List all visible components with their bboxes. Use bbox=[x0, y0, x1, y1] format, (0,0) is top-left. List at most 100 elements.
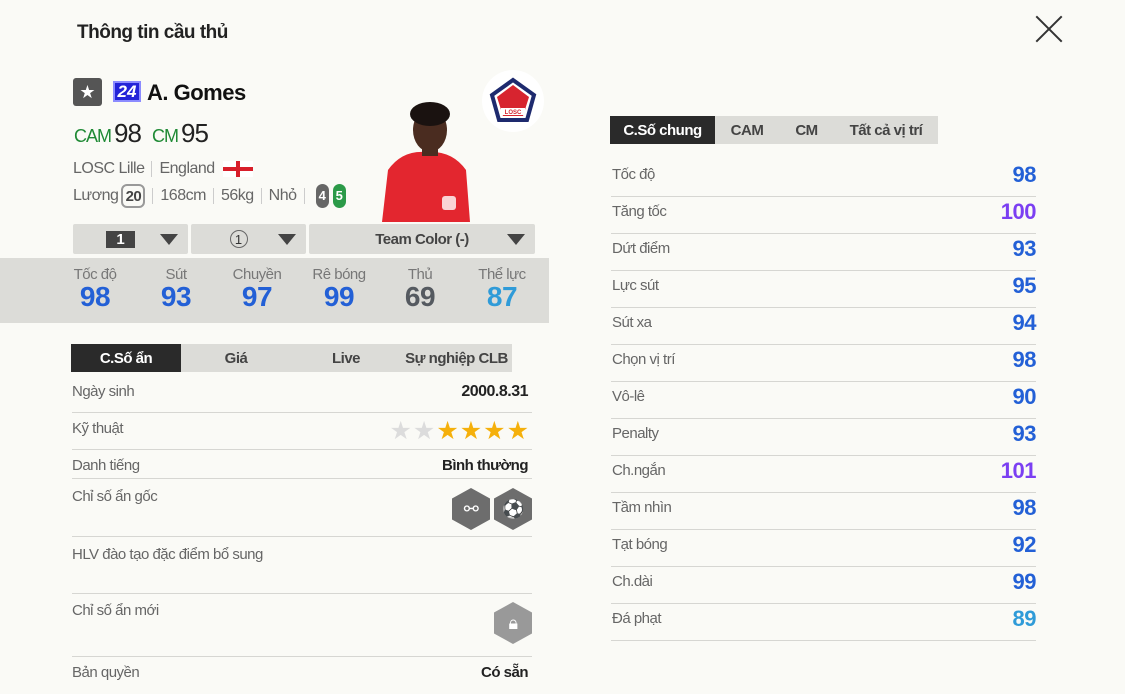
club-logo: LOSC bbox=[482, 70, 544, 132]
attribute-value: 98 bbox=[1012, 495, 1037, 520]
attribute-label: Tạt bóng bbox=[612, 536, 668, 553]
attribute-label: Tầm nhìn bbox=[612, 499, 672, 516]
attribute-row: Penalty 93 bbox=[611, 419, 1037, 456]
player-portrait bbox=[382, 102, 470, 222]
skill-row: Kỹ thuật ★★★★★★ bbox=[72, 417, 532, 450]
left-tabs: C.Số ẩn Giá Live Sự nghiệp CLB bbox=[71, 344, 512, 372]
tab[interactable]: CAM bbox=[730, 121, 764, 139]
star-empty-icon: ★ bbox=[412, 417, 437, 445]
salary-label: Lương bbox=[73, 187, 119, 204]
traits-label: Chỉ số ẩn gốc bbox=[72, 488, 158, 505]
attribute-label: Penalty bbox=[612, 425, 659, 442]
summary-stat: Rê bóng 99 bbox=[299, 266, 379, 313]
summary-stat-label: Chuyền bbox=[232, 266, 282, 283]
birth-row: Ngày sinh 2000.8.31 bbox=[72, 383, 532, 413]
chevron-down-icon bbox=[160, 234, 178, 245]
tab[interactable]: C.Số ẩn bbox=[71, 344, 181, 372]
level-dropdown[interactable]: 1 bbox=[191, 224, 306, 254]
summary-stat-value: 93 bbox=[160, 281, 192, 312]
attribute-value: 90 bbox=[1012, 384, 1037, 409]
attribute-row: Tạt bóng 92 bbox=[611, 530, 1037, 567]
attribute-value: 100 bbox=[1000, 199, 1037, 224]
svg-text:LOSC: LOSC bbox=[505, 110, 522, 116]
lock-icon[interactable]: 🔒︎ bbox=[494, 602, 532, 644]
license-row: Bản quyền Có sẵn bbox=[72, 664, 532, 694]
attribute-row: Lực sút 95 bbox=[611, 271, 1037, 308]
weak-foot-icon: 4 bbox=[315, 184, 329, 208]
attribute-label: Tăng tốc bbox=[612, 203, 667, 220]
attribute-label: Lực sút bbox=[612, 277, 659, 294]
summary-stat-label: Thể lực bbox=[478, 266, 526, 283]
right-tabs: C.Số chung CAM CM Tất cả vị trí bbox=[610, 116, 938, 144]
attribute-row: Ch.ngắn 101 bbox=[611, 456, 1037, 493]
close-icon[interactable] bbox=[1034, 14, 1064, 44]
skill-stars: ★★★★★★ bbox=[389, 416, 530, 446]
tab[interactable]: Live bbox=[331, 349, 361, 367]
page-title: Thông tin cầu thủ bbox=[77, 22, 228, 43]
attribute-row: Sút xa 94 bbox=[611, 308, 1037, 345]
traits-row: Chỉ số ẩn gốc ⚯ ⚽ bbox=[72, 488, 532, 537]
attribute-row: Tầm nhìn 98 bbox=[611, 493, 1037, 530]
upgrade-level-value: 1 bbox=[106, 230, 135, 248]
summary-stat-value: 97 bbox=[241, 281, 273, 312]
summary-stat-label: Tốc độ bbox=[73, 266, 117, 283]
position-label: CM bbox=[152, 126, 179, 146]
season-badge: 24 bbox=[113, 81, 141, 102]
star-filled-icon: ★ bbox=[436, 417, 460, 445]
attribute-value: 95 bbox=[1012, 273, 1037, 298]
level-value: 1 bbox=[229, 230, 248, 248]
summary-stat: Thủ 69 bbox=[380, 266, 460, 313]
summary-stat: Sút 93 bbox=[136, 266, 216, 313]
attribute-label: Dứt điểm bbox=[612, 240, 670, 257]
dribbler-trait-icon[interactable]: ⚯ bbox=[452, 488, 490, 530]
birth-value: 2000.8.31 bbox=[461, 383, 528, 400]
attribute-row: Đá phạt 89 bbox=[611, 604, 1037, 641]
weight: 56kg bbox=[220, 187, 254, 204]
new-traits-label: Chỉ số ẩn mới bbox=[72, 602, 159, 619]
position-ovr: 95 bbox=[181, 118, 209, 148]
chevron-down-icon bbox=[278, 234, 296, 245]
physical-line: Lương 20 168cm 56kg Nhỏ 4 5 bbox=[73, 184, 346, 208]
summary-stat-value: 69 bbox=[404, 281, 436, 312]
team-color-dropdown[interactable]: Team Color (-) bbox=[309, 224, 535, 254]
attribute-value: 101 bbox=[1000, 458, 1037, 483]
attribute-row: Vô-lê 90 bbox=[611, 382, 1037, 419]
attribute-value: 98 bbox=[1012, 347, 1037, 372]
tab[interactable]: Giá bbox=[224, 349, 248, 367]
tab[interactable]: Tất cả vị trí bbox=[849, 121, 923, 139]
position-rating-cm: CM 95 bbox=[152, 118, 209, 149]
summary-stat-label: Thủ bbox=[407, 266, 433, 283]
height: 168cm bbox=[160, 187, 206, 204]
team-color-value: Team Color (-) bbox=[375, 230, 469, 248]
coach-row: HLV đào tạo đặc điểm bổ sung bbox=[72, 546, 532, 594]
attribute-label: Ch.ngắn bbox=[612, 462, 666, 479]
club-nation-line: LOSC Lille England bbox=[73, 160, 253, 178]
upgrade-level-dropdown[interactable]: 1 bbox=[73, 224, 188, 254]
star-filled-icon: ★ bbox=[483, 417, 507, 445]
new-traits-row: Chỉ số ẩn mới 🔒︎ bbox=[72, 602, 532, 657]
tab[interactable]: Sự nghiệp CLB bbox=[405, 349, 508, 367]
attribute-value: 89 bbox=[1012, 606, 1037, 631]
chevron-down-icon bbox=[507, 234, 525, 245]
birth-label: Ngày sinh bbox=[72, 383, 135, 400]
attribute-value: 98 bbox=[1012, 162, 1037, 187]
reputation-label: Danh tiếng bbox=[72, 457, 140, 474]
attribute-value: 92 bbox=[1012, 532, 1037, 557]
finesse-shot-trait-icon[interactable]: ⚽ bbox=[494, 488, 532, 530]
summary-stat: Tốc độ 98 bbox=[55, 266, 135, 313]
attribute-row: Dứt điểm 93 bbox=[611, 234, 1037, 271]
player-name: A. Gomes bbox=[147, 80, 246, 105]
summary-stat-label: Sút bbox=[165, 266, 187, 283]
star-empty-icon: ★ bbox=[389, 417, 413, 445]
nation-name: England bbox=[159, 160, 215, 177]
favorite-star-icon[interactable]: ★ bbox=[73, 78, 102, 106]
tab[interactable]: C.Số chung bbox=[610, 116, 715, 144]
summary-stat-value: 87 bbox=[486, 281, 518, 312]
tab[interactable]: CM bbox=[795, 121, 818, 139]
attribute-label: Đá phạt bbox=[612, 610, 662, 627]
star-filled-icon: ★ bbox=[506, 417, 530, 445]
attribute-label: Vô-lê bbox=[612, 388, 645, 405]
attribute-value: 94 bbox=[1012, 310, 1037, 335]
attribute-value: 93 bbox=[1012, 421, 1037, 446]
coach-label: HLV đào tạo đặc điểm bổ sung bbox=[72, 546, 263, 563]
